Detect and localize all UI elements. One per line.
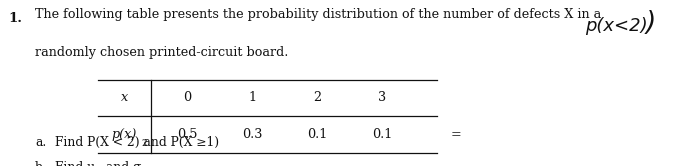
Text: Find P(X < 2) and P(X ≥1): Find P(X < 2) and P(X ≥1)	[55, 136, 219, 149]
Text: x: x	[121, 91, 128, 104]
Text: and σ: and σ	[102, 161, 142, 166]
Text: 1.: 1.	[8, 12, 22, 25]
Text: randomly chosen printed-circuit board.: randomly chosen printed-circuit board.	[35, 46, 288, 59]
Text: =: =	[451, 128, 462, 141]
Text: The following table presents the probability distribution of the number of defec: The following table presents the probabi…	[35, 8, 601, 21]
Text: b.: b.	[35, 161, 46, 166]
Text: 2: 2	[141, 139, 147, 148]
Text: Find μ: Find μ	[55, 161, 96, 166]
Text: 1: 1	[248, 91, 256, 104]
Text: p(x): p(x)	[112, 128, 137, 141]
Text: ): )	[646, 10, 656, 36]
Text: 2: 2	[314, 91, 322, 104]
Text: 3: 3	[378, 91, 386, 104]
Text: 0.1: 0.1	[372, 128, 392, 141]
Text: 0.1: 0.1	[308, 128, 328, 141]
Text: 0: 0	[183, 91, 191, 104]
Text: p(x<2): p(x<2)	[586, 17, 648, 35]
Text: a.: a.	[35, 136, 46, 149]
Text: 0.5: 0.5	[177, 128, 197, 141]
Text: 0.3: 0.3	[242, 128, 262, 141]
